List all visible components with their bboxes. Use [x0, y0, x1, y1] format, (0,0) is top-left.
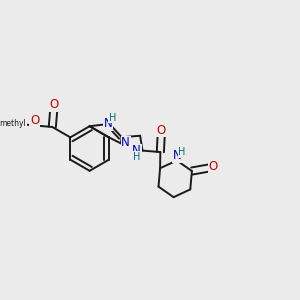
Text: O: O	[50, 98, 59, 111]
Text: H: H	[134, 152, 141, 161]
Text: O: O	[209, 160, 218, 173]
Text: H: H	[178, 147, 186, 157]
Text: N: N	[173, 149, 182, 162]
Text: H: H	[109, 113, 116, 123]
Text: O: O	[157, 124, 166, 136]
Text: N: N	[132, 144, 141, 157]
Text: N: N	[121, 136, 130, 149]
Text: N: N	[104, 117, 112, 130]
Text: methyl: methyl	[0, 119, 26, 128]
Text: O: O	[30, 114, 39, 127]
